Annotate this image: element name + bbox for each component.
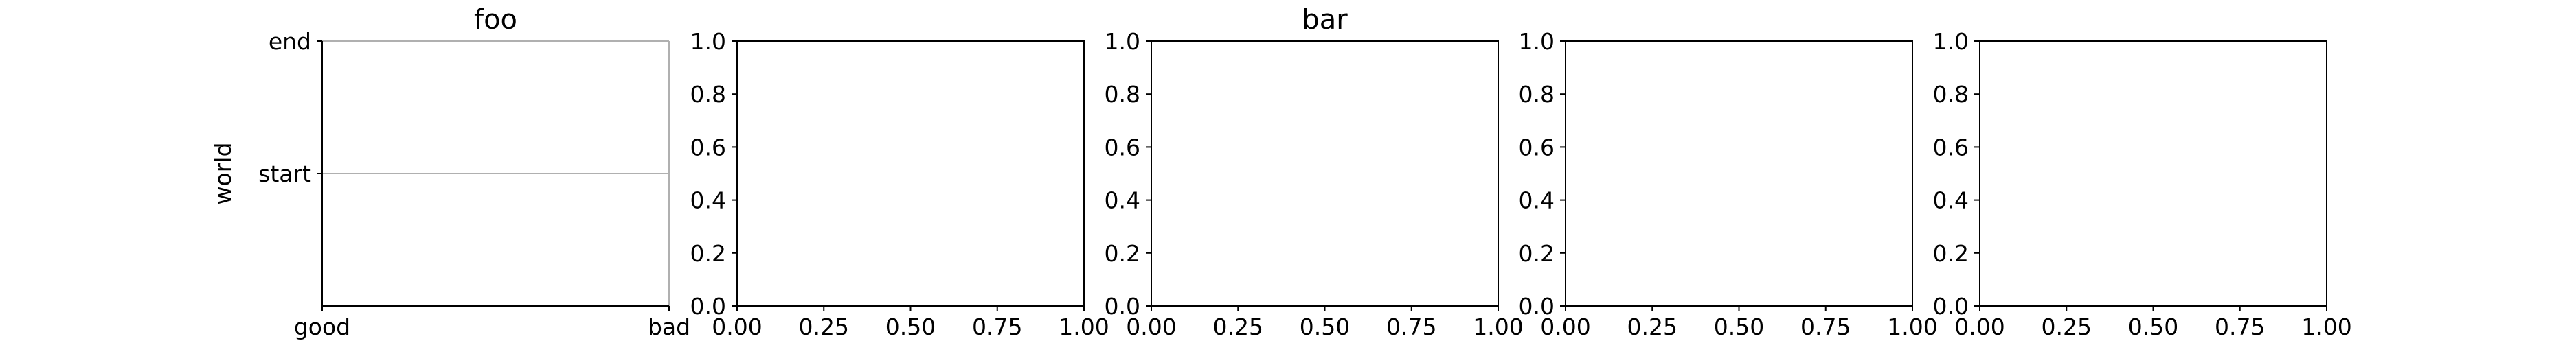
- y-tick-label: 0.2: [690, 240, 726, 267]
- axes-frame: [736, 40, 1085, 307]
- y-tick-label: 0.6: [1105, 134, 1140, 161]
- subplot-4: 0.00 0.25 0.50 0.75 1.00 0.0 0.2 0.4 0.6 0.8 1.0: [1519, 28, 1938, 340]
- y-tick-label: 0.4: [1105, 187, 1140, 214]
- y-tick-label: 0.8: [1519, 81, 1555, 108]
- y-tick-label: 0.4: [1933, 187, 1969, 214]
- subplot-1: good bad start end world foo: [210, 4, 690, 340]
- y-axis-label: world: [210, 143, 236, 205]
- x-tick-label: 0.25: [2042, 314, 2092, 340]
- subplot-5: 0.00 0.25 0.50 0.75 1.00 0.0 0.2 0.4 0.6 0.8 1.0: [1933, 28, 2352, 340]
- x-tick-label: 0.25: [1213, 314, 1263, 340]
- y-tick-label: 1.0: [1105, 28, 1140, 55]
- subplot-title: bar: [1302, 4, 1348, 36]
- x-tick-label: 0.00: [712, 314, 762, 340]
- x-tick-label: 0.75: [1386, 314, 1436, 340]
- y-tick-label: 0.6: [1519, 134, 1555, 161]
- y-tick-label: 0.8: [1933, 81, 1969, 108]
- y-tick-label: 0.0: [690, 293, 726, 320]
- x-tick-label: 0.00: [1954, 314, 2004, 340]
- y-tick-label: 0.2: [1519, 240, 1555, 267]
- y-tick-label: 0.6: [690, 134, 726, 161]
- x-tick-label: 0.00: [1540, 314, 1590, 340]
- x-tick-label: 0.50: [1300, 314, 1350, 340]
- y-tick-label: 0.2: [1105, 240, 1140, 267]
- subplot-3: 0.00 0.25 0.50 0.75 1.00 0.0 0.2 0.4 0.6 0.8 1.0 ba…: [1105, 4, 1524, 340]
- y-tick-label: end: [269, 28, 311, 55]
- x-tick-label: 1.00: [2301, 314, 2351, 340]
- y-tick-label: 1.0: [1933, 28, 1969, 55]
- x-tick-label: bad: [648, 314, 690, 340]
- x-tick-label: 0.00: [1126, 314, 1176, 340]
- y-tick-label: 0.2: [1933, 240, 1969, 267]
- x-tick-label: 0.75: [972, 314, 1022, 340]
- y-tick-label: 0.0: [1933, 293, 1969, 320]
- x-tick-label: 0.50: [2128, 314, 2178, 340]
- subplot-title: foo: [474, 4, 517, 36]
- y-tick-label: 1.0: [1519, 28, 1555, 55]
- x-tick-label: 0.50: [1714, 314, 1764, 340]
- subplot-2: 0.00 0.25 0.50 0.75 1.00 0.0 0.2 0.4 0.6 0.8 1.0: [690, 28, 1109, 340]
- axes-frame: [1151, 40, 1499, 307]
- x-tick-label: 1.00: [1059, 314, 1109, 340]
- x-tick-label: good: [294, 314, 350, 340]
- x-tick-label: 0.75: [1800, 314, 1851, 340]
- x-tick-label: 0.25: [1627, 314, 1677, 340]
- axes-frame: [1979, 40, 2327, 307]
- y-tick-label: 0.0: [1105, 293, 1140, 320]
- x-tick-label: 0.75: [2215, 314, 2265, 340]
- axes-frame: [1565, 40, 1913, 307]
- x-tick-label: 1.00: [1473, 314, 1523, 340]
- y-tick-label: 0.8: [1105, 81, 1140, 108]
- y-tick-label: 0.8: [690, 81, 726, 108]
- y-tick-label: start: [258, 161, 311, 187]
- x-tick-label: 0.50: [885, 314, 936, 340]
- y-tick-label: 0.4: [690, 187, 726, 214]
- y-tick-label: 0.0: [1519, 293, 1555, 320]
- y-tick-label: 1.0: [690, 28, 726, 55]
- x-tick-label: 0.25: [799, 314, 849, 340]
- y-tick-label: 0.6: [1933, 134, 1969, 161]
- x-tick-label: 1.00: [1887, 314, 1937, 340]
- y-tick-label: 0.4: [1519, 187, 1555, 214]
